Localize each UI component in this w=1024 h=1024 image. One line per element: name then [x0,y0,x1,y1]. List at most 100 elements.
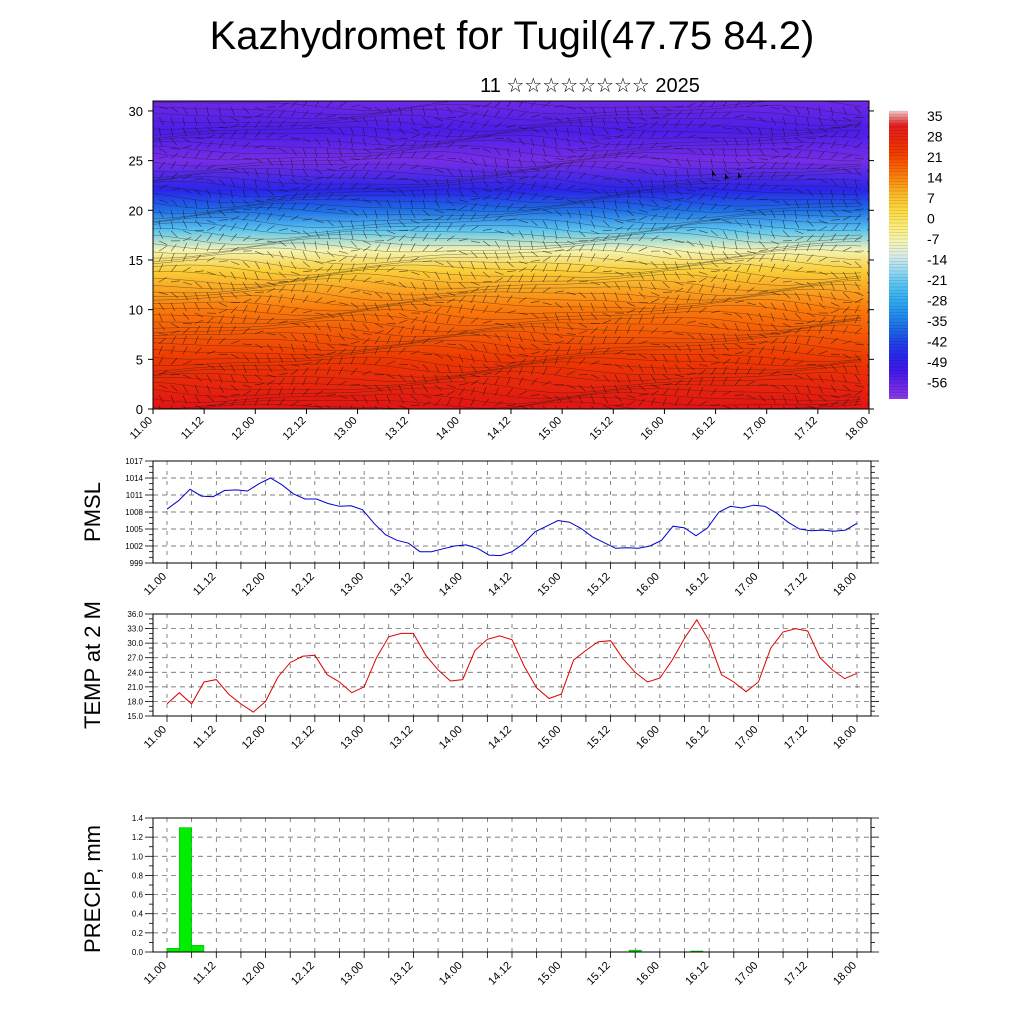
wind-barb [626,325,631,334]
wind-barb [578,323,588,328]
wind-barb [638,215,648,221]
wind-barb [230,223,237,231]
wind-barb [698,178,707,185]
wind-barb [374,127,378,137]
wind-barb [710,275,718,283]
isoline [153,324,862,338]
wind-barb [290,354,297,362]
heatmap-y-tick-label: 15 [129,253,143,268]
wind-barb [218,189,222,199]
wind-barb [806,142,815,149]
wind-barb [302,367,309,375]
wind-barb [254,343,263,349]
wind-barb [554,137,557,147]
wind-barb [410,395,419,402]
wind-barb [386,189,396,193]
wind-barb [494,354,501,362]
wind-barb [278,377,285,386]
wind-barb [422,189,426,199]
wind-barb [686,147,695,153]
wind-barb [770,161,777,169]
wind-barb [818,233,825,242]
wind-barb [650,142,659,149]
wind-barb [746,230,749,240]
wind-barb [746,181,753,190]
wind-barb [422,199,426,209]
wind-barb [482,109,489,118]
wind-barb [482,364,491,370]
wind-barb [686,343,692,353]
wind-barb [290,240,297,249]
wind-barb [506,367,513,375]
wind-barb [266,189,275,196]
wind-barb [170,220,174,230]
wind-barb [170,137,177,146]
wind-barb [206,164,216,170]
wind-barb [506,240,510,250]
wind-barb [314,297,323,303]
wind-barb [194,319,204,324]
wind-barb [422,302,432,307]
wind-arrow-marker [712,170,716,178]
wind-barb [698,387,704,396]
wind-barb [518,312,528,316]
isoline [153,125,862,137]
x-tick-label: 13.12 [388,571,416,599]
wind-barb [674,281,684,286]
wind-barb [434,233,442,242]
wind-barb [818,281,825,290]
wind-barb [794,137,804,143]
wind-barb [314,230,320,239]
wind-barb [326,208,336,211]
wind-barb [530,181,537,190]
wind-barb [218,233,225,242]
wind-barb [674,119,681,128]
wind-barb [278,134,288,139]
wind-barb [434,314,439,324]
wind-barb [758,171,765,180]
wind-barb [506,137,515,143]
wind-barb [230,398,238,406]
wind-barb [662,383,672,386]
wind-barb [338,273,344,283]
wind-barb [854,106,862,114]
wind-barb [278,354,284,363]
wind-barb [218,302,228,307]
wind-barb [386,384,392,394]
wind-barb [818,165,828,170]
wind-barb [458,130,465,139]
wind-barb [206,134,216,139]
wind-barb [182,145,192,149]
wind-barb [230,353,240,359]
wind-barb [542,287,551,293]
wind-barb [866,354,869,359]
wind-barb [362,370,372,376]
wind-barb [614,374,620,383]
wind-barb [482,147,491,153]
wind-barb [734,285,741,293]
wind-barb [362,199,372,203]
wind-barb [842,106,848,116]
wind-arrow-marker [725,173,729,181]
wind-barb [266,158,274,166]
isoline [153,396,862,409]
wind-barb [158,405,161,409]
wind-barb [302,110,309,118]
wind-barb [638,353,648,359]
wind-barb [182,151,189,159]
wind-barb [674,197,684,200]
wind-barb [782,302,787,312]
wind-barb [158,292,168,295]
x-tick-label: 18.00 [831,724,859,752]
wind-barb [398,335,403,345]
wind-barb [494,137,504,140]
wind-barb [338,333,345,341]
wind-barb [518,148,521,158]
wind-barb [230,261,240,265]
wind-barb [338,343,348,346]
wind-barb [338,405,342,409]
wind-barb [458,397,463,406]
wind-barb [446,208,456,211]
wind-barb [830,152,838,159]
wind-barb [578,230,586,238]
